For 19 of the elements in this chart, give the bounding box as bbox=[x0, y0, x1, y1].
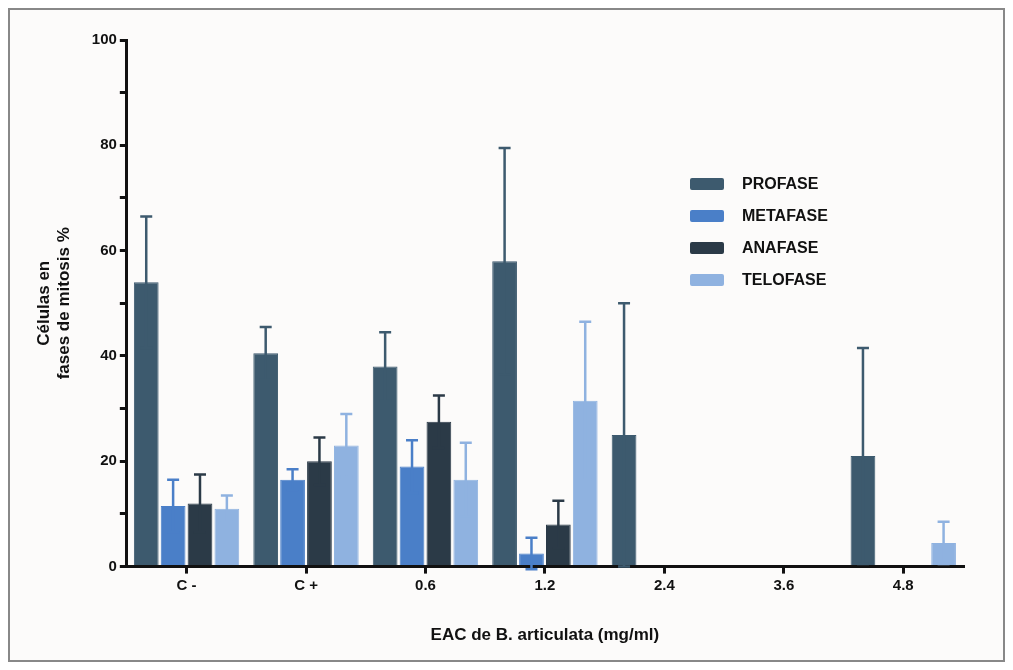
x-tick-label: 1.2 bbox=[534, 575, 556, 593]
legend-label: ANAFASE bbox=[742, 239, 819, 257]
legend-label: METAFASE bbox=[742, 207, 828, 225]
y-tick-label: 40 bbox=[100, 346, 117, 364]
x-tick-label: 4.8 bbox=[892, 575, 914, 593]
x-tick-label: 0.6 bbox=[415, 575, 436, 593]
x-tick-label: C + bbox=[294, 575, 319, 593]
x-tick-label: C - bbox=[176, 575, 197, 593]
y-axis-title: Células en fases de mitosis % bbox=[33, 227, 74, 380]
x-tick-label: 2.4 bbox=[653, 575, 676, 593]
x-axis-title: EAC de B. articulata (mg/ml) bbox=[430, 625, 660, 645]
y-tick-label: 60 bbox=[100, 240, 117, 258]
x-tick-label: 3.6 bbox=[773, 575, 795, 593]
y-tick-label: 80 bbox=[100, 135, 117, 153]
y-tick-label: 20 bbox=[100, 451, 117, 469]
legend-label: TELOFASE bbox=[742, 271, 827, 289]
legend-label: PROFASE bbox=[742, 175, 819, 193]
y-tick-label: 100 bbox=[91, 30, 117, 48]
y-tick-label: 0 bbox=[108, 556, 117, 574]
